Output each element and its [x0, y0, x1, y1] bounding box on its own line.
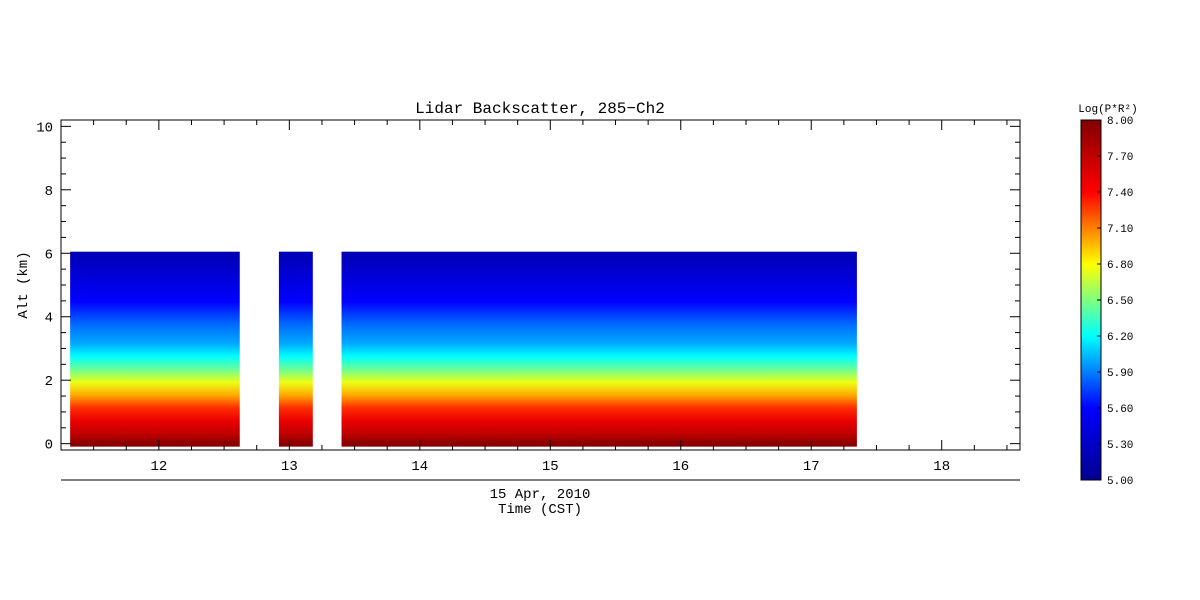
data-segment-3 — [341, 251, 857, 447]
colorbar-tick-label: 7.70 — [1107, 152, 1133, 164]
data-segment-1 — [70, 251, 240, 447]
x-tick-label: 13 — [281, 459, 298, 475]
colorbar-ticks: 8.00 7.70 7.40 7.10 6.80 6.50 6.20 5.90 5.60 5.30… — [1097, 116, 1133, 488]
y-tick-label: 2 — [45, 374, 53, 390]
y-axis-ticks: 0 2 4 6 8 10 — [36, 120, 1020, 454]
colorbar-tick-label: 5.00 — [1107, 476, 1133, 488]
colorbar-tick-label: 7.40 — [1107, 188, 1133, 200]
x-tick-label: 15 — [542, 459, 559, 475]
y-tick-label: 6 — [45, 247, 53, 263]
colorbar-label: Log(P*R²) — [1078, 104, 1137, 116]
data-segment-2 — [278, 251, 313, 447]
colorbar-tick-label: 5.90 — [1107, 368, 1133, 380]
x-tick-label: 18 — [933, 459, 950, 475]
backscatter-data — [70, 251, 857, 447]
y-tick-label: 4 — [45, 311, 53, 327]
colorbar-tick-label: 5.60 — [1107, 404, 1133, 416]
colorbar-tick-label: 6.50 — [1107, 296, 1133, 308]
chart-title: Lidar Backscatter, 285−Ch2 — [415, 100, 665, 118]
x-tick-label: 14 — [411, 459, 428, 475]
colorbar-tick-label: 7.10 — [1107, 224, 1133, 236]
y-tick-label: 0 — [45, 438, 53, 454]
y-tick-label: 10 — [36, 120, 53, 136]
colorbar-tick-label: 6.80 — [1107, 260, 1133, 272]
x-tick-label: 17 — [803, 459, 820, 475]
y-axis-label: Alt (km) — [16, 251, 32, 318]
colorbar-tick-label: 6.20 — [1107, 332, 1133, 344]
x-tick-label: 16 — [672, 459, 689, 475]
x-axis-ticks: 12 13 14 15 16 17 18 — [60, 120, 1008, 475]
colorbar-tick-label: 5.30 — [1107, 440, 1133, 452]
y-tick-label: 8 — [45, 184, 53, 200]
date-label: 15 Apr, 2010 — [490, 487, 591, 503]
x-tick-label: 12 — [150, 459, 167, 475]
colorbar-tick-label: 8.00 — [1107, 116, 1133, 128]
x-axis-label: Time (CST) — [498, 502, 582, 518]
